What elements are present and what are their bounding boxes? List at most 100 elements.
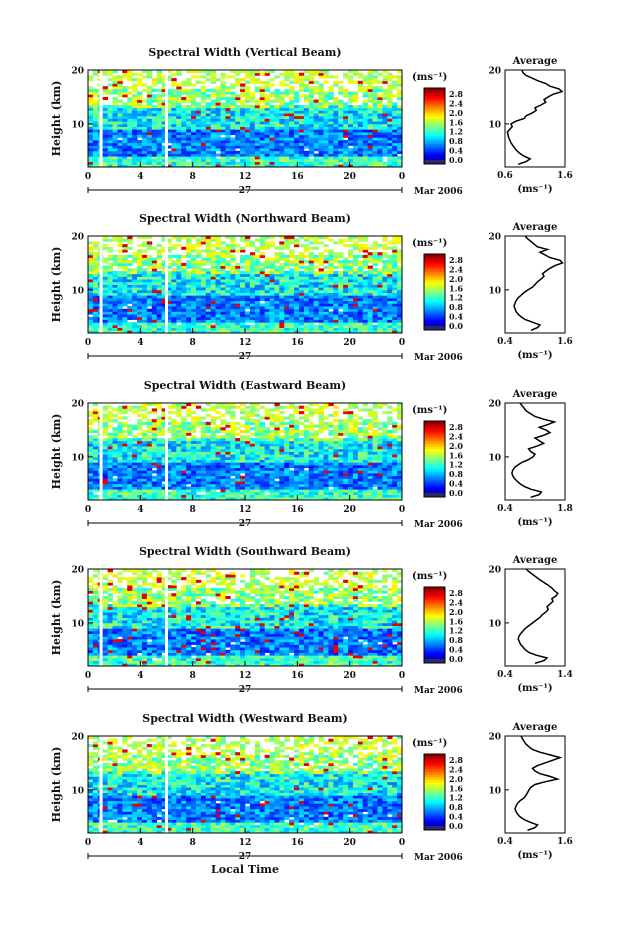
heatmap-cell <box>141 131 148 136</box>
heatmap-cell <box>357 115 364 119</box>
heatmap-cell <box>348 107 354 111</box>
heatmap-cell <box>352 300 359 304</box>
heatmap-cell <box>117 481 123 485</box>
heatmap-cell <box>328 292 334 296</box>
heatmap-cell <box>328 164 334 168</box>
heatmap-cell <box>176 265 182 269</box>
heatmap-cell <box>220 292 226 296</box>
heatmap-cell <box>249 260 256 264</box>
heatmap-cell <box>377 287 383 291</box>
heatmap-cell <box>245 105 251 109</box>
heatmap-cell <box>88 273 94 277</box>
heatmap-cell <box>372 145 378 149</box>
heatmap-cell <box>357 83 364 87</box>
heatmap-cell <box>166 330 172 334</box>
heatmap-cell <box>254 110 261 114</box>
colorbar-segment <box>424 126 445 129</box>
heatmap-cell <box>245 121 251 125</box>
heatmap-cell <box>348 303 354 307</box>
heatmap-cell <box>161 324 167 329</box>
heatmap-cell <box>186 249 192 253</box>
heatmap-cell <box>279 99 285 103</box>
heatmap-cell <box>259 88 266 92</box>
heatmap-cell <box>318 86 324 90</box>
heatmap-cell <box>195 489 202 493</box>
heatmap-cell <box>308 129 315 133</box>
heatmap-cell <box>122 107 128 111</box>
heatmap-cell <box>377 105 383 109</box>
colorbar-segment <box>424 148 445 152</box>
heatmap-cell <box>348 150 354 154</box>
heatmap-cell <box>298 131 305 136</box>
heatmap-cell <box>137 142 143 146</box>
heatmap-cell <box>127 456 133 460</box>
heatmap-cell <box>382 107 388 111</box>
heatmap-cell <box>333 126 339 130</box>
heatmap-cell <box>372 99 378 103</box>
heatmap-cell <box>323 244 329 248</box>
heatmap-cell <box>397 150 403 154</box>
heatmap-cell <box>122 271 128 275</box>
heatmap-cell <box>215 481 221 485</box>
heatmap-cell <box>112 91 118 95</box>
heatmap-cell <box>205 311 212 315</box>
heatmap-cell <box>382 113 388 117</box>
heatmap-cell <box>245 113 251 117</box>
heatmap-cell <box>117 292 123 296</box>
heatmap-cell <box>205 438 212 442</box>
heatmap-cell <box>357 110 364 114</box>
heatmap-cell <box>338 91 344 95</box>
heatmap-cell <box>333 281 339 285</box>
average-title: Average <box>512 56 558 67</box>
heatmap-cell <box>338 276 344 280</box>
heatmap-cell <box>372 156 378 160</box>
heatmap-cell <box>254 80 261 84</box>
heatmap-cell <box>141 140 148 144</box>
heatmap-cell <box>141 244 148 248</box>
heatmap-cell <box>318 260 324 264</box>
heatmap-cell <box>220 94 226 98</box>
heatmap-cell <box>137 316 143 320</box>
heatmap-cell <box>161 289 167 293</box>
heatmap-cell <box>161 268 167 272</box>
heatmap-cell <box>269 161 275 165</box>
heatmap-cell <box>181 281 187 285</box>
heatmap-cell <box>146 281 153 285</box>
heatmap-cell <box>88 113 94 117</box>
heatmap-cell <box>284 123 290 127</box>
heatmap-cell <box>186 300 192 304</box>
heatmap-cell <box>357 158 364 163</box>
heatmap-cell <box>195 142 202 146</box>
heatmap-cell <box>274 327 280 331</box>
heatmap-cell <box>323 99 329 103</box>
heatmap-cell <box>166 427 172 431</box>
heatmap-cell <box>102 448 109 452</box>
heatmap-cell <box>151 126 158 130</box>
heatmap-cell <box>88 456 94 460</box>
heatmap-cell <box>161 467 167 471</box>
heatmap-cell <box>230 316 236 320</box>
heatmap-cell <box>107 481 113 485</box>
heatmap-cell <box>141 289 148 293</box>
heatmap-cell <box>117 105 123 109</box>
heatmap-cell <box>323 265 329 269</box>
heatmap-cell <box>137 446 143 450</box>
y-axis-label: Height (km) <box>50 247 63 323</box>
heatmap-cell <box>225 265 231 269</box>
heatmap-cell <box>352 292 359 296</box>
heatmap-cell <box>377 327 383 331</box>
heatmap-cell <box>289 156 295 160</box>
heatmap-cell <box>161 246 167 250</box>
heatmap-cell <box>298 140 305 144</box>
heatmap-cell <box>220 327 226 331</box>
heatmap-cell <box>186 297 192 302</box>
heatmap-cell <box>323 308 329 312</box>
heatmap-cell <box>279 94 285 98</box>
heatmap-cell <box>249 107 256 111</box>
heatmap-cell <box>102 244 109 248</box>
heatmap-cell <box>181 88 187 92</box>
heatmap-cell <box>122 276 128 280</box>
heatmap-cell <box>357 295 364 299</box>
heatmap-cell <box>176 238 182 242</box>
colorbar-segment <box>424 113 445 117</box>
